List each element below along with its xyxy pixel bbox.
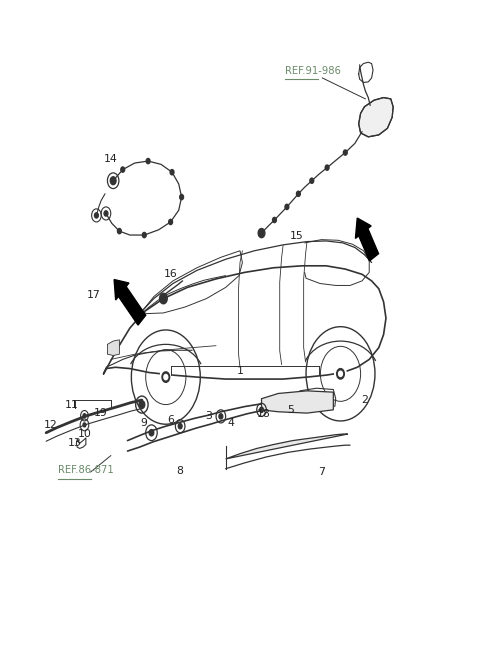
Text: 14: 14 bbox=[104, 154, 118, 164]
Circle shape bbox=[143, 232, 146, 237]
Text: 9: 9 bbox=[141, 418, 148, 428]
Text: 7: 7 bbox=[318, 467, 325, 477]
Text: 17: 17 bbox=[87, 290, 101, 300]
Circle shape bbox=[170, 170, 174, 174]
Circle shape bbox=[258, 228, 265, 237]
Text: 18: 18 bbox=[257, 409, 271, 419]
Circle shape bbox=[95, 213, 98, 218]
Circle shape bbox=[260, 407, 264, 413]
FancyArrow shape bbox=[355, 218, 379, 261]
Circle shape bbox=[168, 219, 172, 224]
Text: 15: 15 bbox=[289, 232, 303, 241]
Circle shape bbox=[343, 150, 347, 155]
Circle shape bbox=[121, 167, 125, 173]
Circle shape bbox=[297, 191, 300, 196]
FancyArrow shape bbox=[114, 279, 146, 325]
Text: 16: 16 bbox=[164, 270, 178, 279]
Polygon shape bbox=[108, 340, 120, 356]
Text: 5: 5 bbox=[287, 405, 294, 415]
Text: 6: 6 bbox=[167, 415, 174, 424]
Text: 4: 4 bbox=[227, 418, 234, 428]
Text: 8: 8 bbox=[177, 466, 184, 476]
Text: 3: 3 bbox=[205, 411, 212, 421]
Circle shape bbox=[164, 375, 168, 380]
Circle shape bbox=[162, 372, 169, 382]
Text: 2: 2 bbox=[361, 395, 368, 405]
Circle shape bbox=[160, 369, 171, 385]
Circle shape bbox=[180, 194, 183, 199]
Text: REF.91-986: REF.91-986 bbox=[286, 66, 341, 76]
Circle shape bbox=[336, 369, 344, 379]
Circle shape bbox=[285, 204, 289, 209]
Circle shape bbox=[118, 228, 121, 234]
Text: 13: 13 bbox=[68, 438, 82, 447]
Circle shape bbox=[335, 366, 346, 382]
Circle shape bbox=[110, 176, 116, 184]
Polygon shape bbox=[226, 434, 348, 459]
Text: 10: 10 bbox=[77, 429, 91, 439]
Polygon shape bbox=[262, 391, 333, 413]
Circle shape bbox=[310, 178, 314, 183]
Circle shape bbox=[178, 424, 182, 429]
Polygon shape bbox=[359, 98, 393, 137]
Circle shape bbox=[104, 211, 108, 216]
Circle shape bbox=[219, 414, 223, 419]
Circle shape bbox=[139, 401, 145, 409]
Text: 1: 1 bbox=[237, 365, 243, 375]
Circle shape bbox=[146, 159, 150, 164]
Text: REF.86-871: REF.86-871 bbox=[58, 465, 114, 476]
Text: 19: 19 bbox=[94, 408, 107, 418]
Circle shape bbox=[273, 217, 276, 222]
Text: 12: 12 bbox=[44, 420, 58, 430]
Circle shape bbox=[83, 414, 86, 418]
Circle shape bbox=[325, 165, 329, 171]
Circle shape bbox=[83, 423, 86, 427]
Text: 11: 11 bbox=[65, 400, 78, 410]
Circle shape bbox=[159, 293, 167, 304]
Circle shape bbox=[338, 371, 342, 377]
Circle shape bbox=[149, 430, 154, 436]
